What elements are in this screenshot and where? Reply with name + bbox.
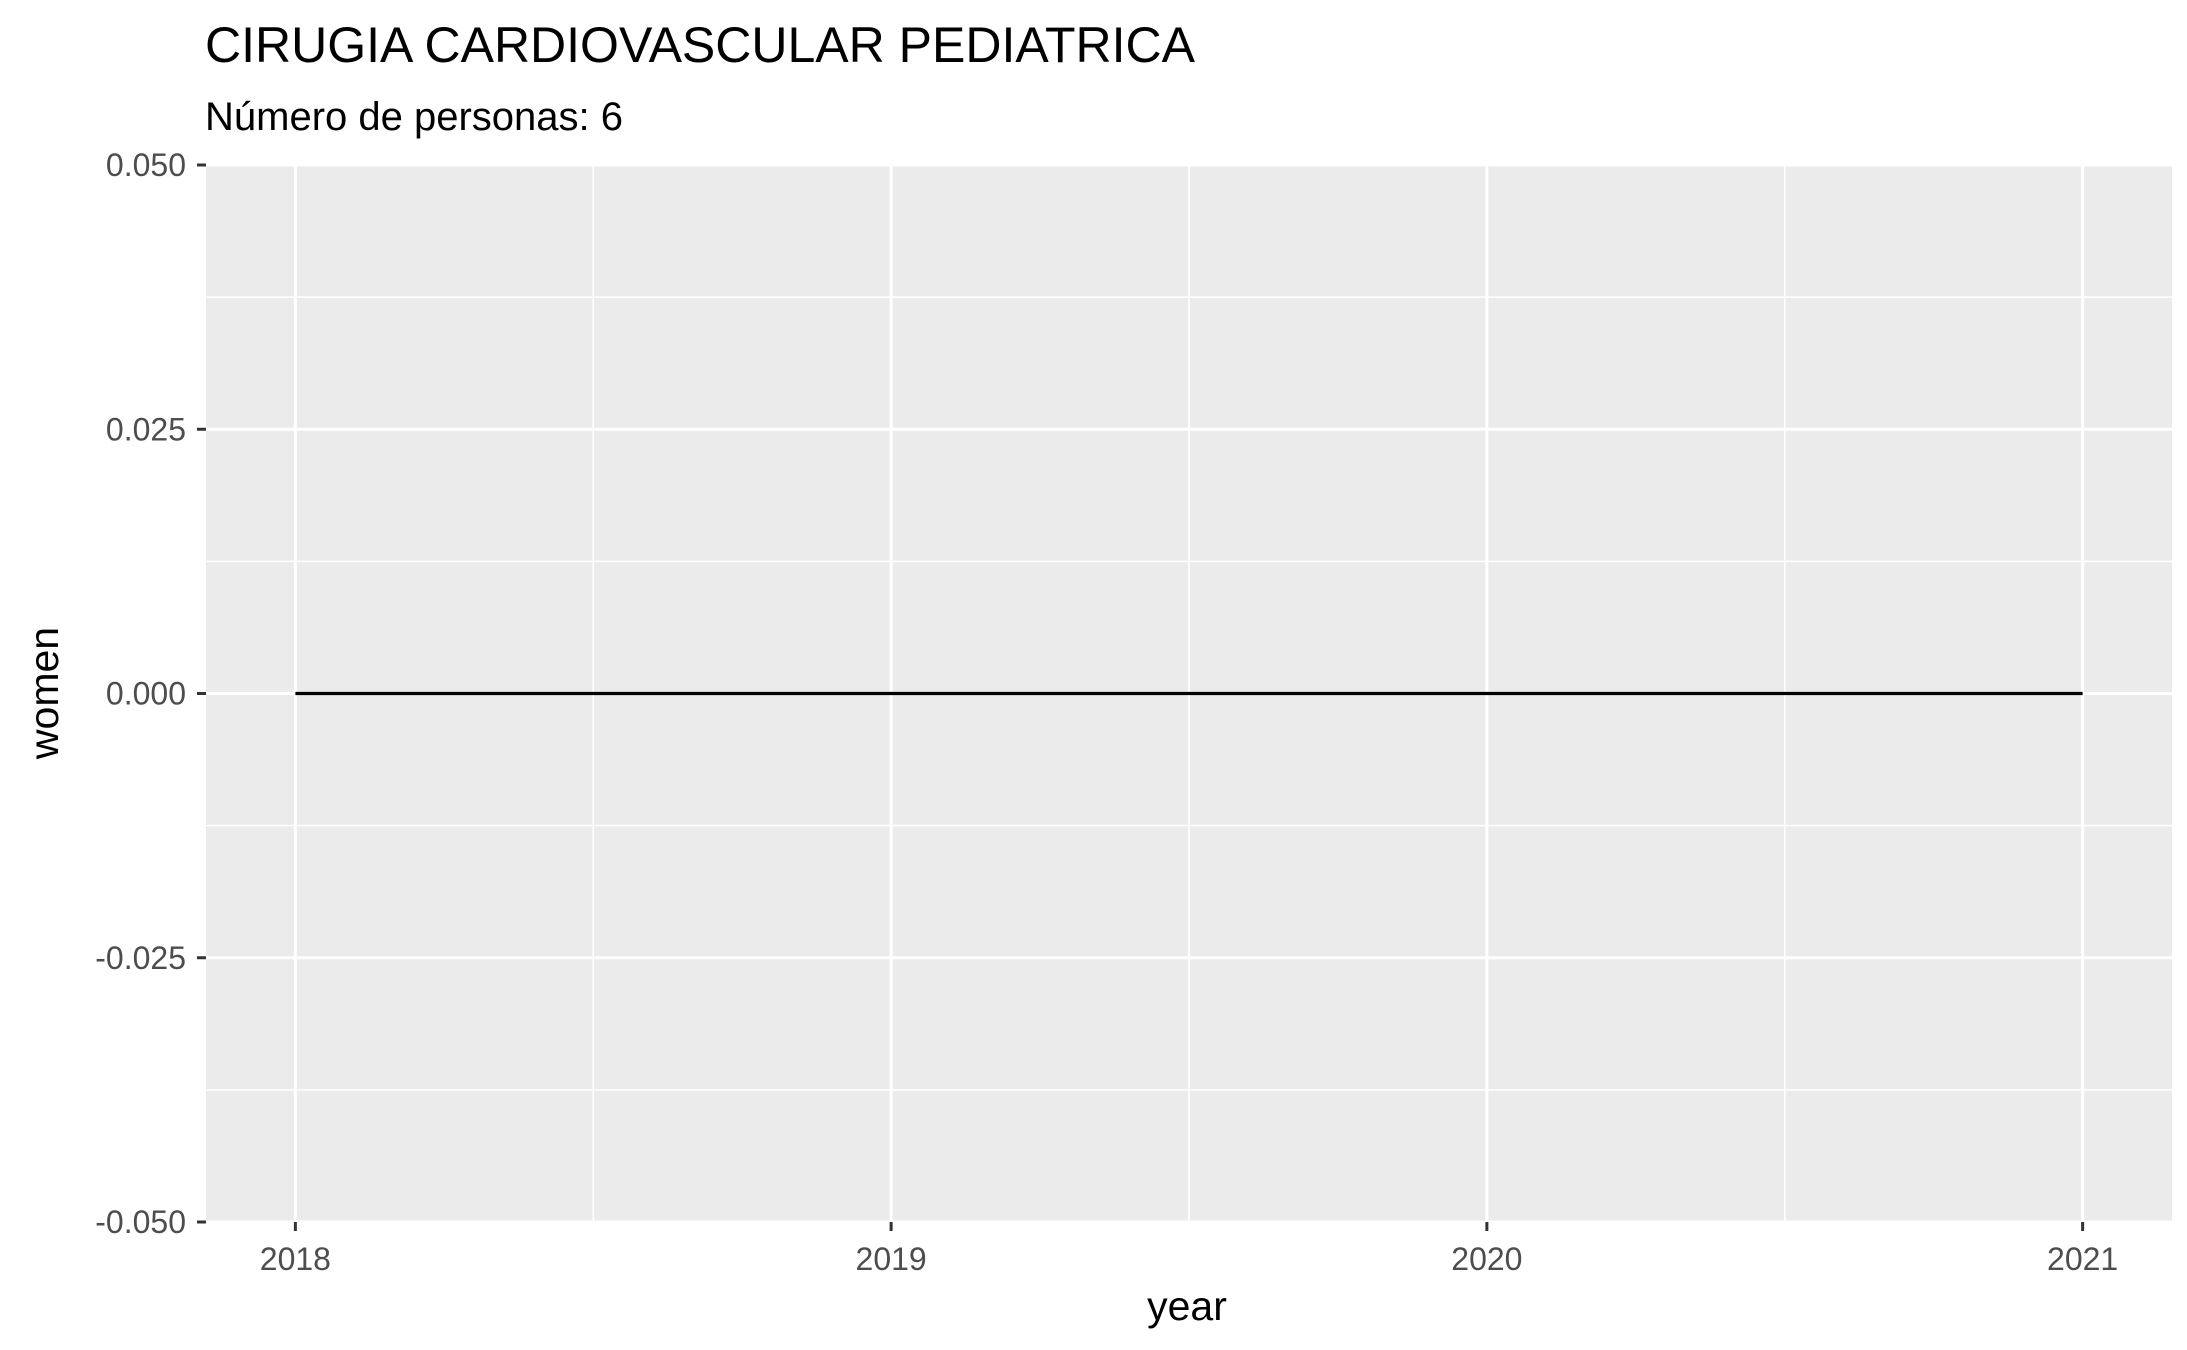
x-tick-label: 2018 bbox=[260, 1241, 331, 1277]
y-tick-label: 0.025 bbox=[106, 411, 186, 447]
chart-subtitle: Número de personas: 6 bbox=[205, 95, 623, 139]
x-tick-label: 2020 bbox=[1451, 1241, 1522, 1277]
x-tick-label: 2021 bbox=[2047, 1241, 2118, 1277]
chart-title: CIRUGIA CARDIOVASCULAR PEDIATRICA bbox=[205, 17, 1196, 73]
y-axis-title: women bbox=[21, 627, 67, 760]
y-tick-label: 0.050 bbox=[106, 147, 186, 183]
y-tick-label: -0.025 bbox=[95, 940, 186, 976]
x-tick-label: 2019 bbox=[856, 1241, 927, 1277]
x-axis: 2018 2019 2020 2021 bbox=[260, 1222, 2118, 1277]
y-axis: 0.050 0.025 0.000 -0.025 -0.050 bbox=[95, 147, 206, 1240]
y-tick-label: -0.050 bbox=[95, 1204, 186, 1240]
y-tick-label: 0.000 bbox=[106, 676, 186, 712]
x-axis-title: year bbox=[1147, 1283, 1227, 1329]
